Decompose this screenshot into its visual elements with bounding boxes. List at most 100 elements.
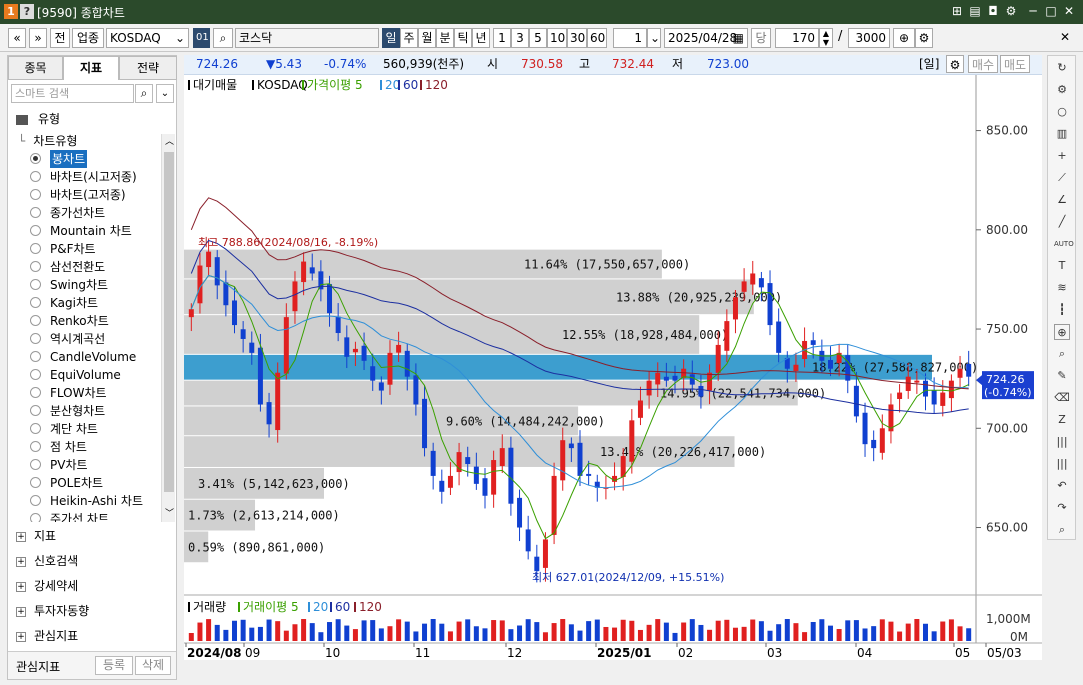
period-tab-3[interactable]: 분 — [436, 28, 454, 48]
chart-type-item[interactable]: 점 차트 — [50, 440, 87, 454]
chart-type-item[interactable]: EquiVolume — [50, 368, 121, 382]
current-button[interactable]: 당 — [751, 28, 771, 48]
chart-type-radio[interactable] — [30, 405, 41, 416]
chart-type-radio[interactable] — [30, 387, 41, 398]
maximize-icon[interactable]: □ — [1045, 4, 1057, 18]
sell-button[interactable]: 매도 — [1000, 55, 1030, 73]
auto-icon[interactable]: AUTO — [1054, 240, 1074, 248]
chart-type-radio[interactable] — [30, 351, 41, 362]
chart-type-item[interactable]: 계단 차트 — [50, 422, 98, 436]
bar-chart-icon[interactable]: ▥ — [1056, 127, 1068, 140]
chart-type-radio[interactable] — [30, 315, 41, 326]
interval-button-2[interactable]: 5 — [529, 28, 547, 48]
chart-type-item[interactable]: 바차트(고저종) — [50, 188, 126, 202]
chart-type-item[interactable]: 종가선차트 — [50, 206, 106, 220]
undo-icon[interactable]: ↶ — [1057, 479, 1067, 492]
search-icon[interactable]: ⌕ — [135, 84, 153, 103]
tab-indicators[interactable]: 지표 — [63, 56, 119, 80]
nav-first-button[interactable]: « — [8, 28, 26, 48]
interval-button-0[interactable]: 1 — [493, 28, 511, 48]
close-icon[interactable]: ✕ — [1063, 4, 1075, 18]
delete-button[interactable]: 삭제 — [135, 656, 171, 675]
search-icon[interactable]: ⌕ — [213, 28, 233, 48]
chart-type-radio[interactable] — [30, 153, 41, 164]
chart-area[interactable]: 대기매물 KOSDAQ 가격이평 5 20 60 120 11.64% (17,550,65… — [184, 75, 1042, 660]
scroll-up-icon[interactable]: ︿ — [165, 137, 175, 147]
settings-icon[interactable]: ⚙ — [1005, 4, 1017, 18]
zoom-icon[interactable]: ⊕ — [893, 28, 915, 48]
page-dropdown-icon[interactable]: ⌄ — [647, 28, 661, 48]
scroll-down-icon[interactable]: ﹀ — [165, 509, 175, 519]
text-icon[interactable]: T — [1058, 259, 1066, 272]
chart-type-item[interactable]: Mountain 차트 — [50, 224, 132, 238]
interval-button-5[interactable]: 60 — [587, 28, 607, 48]
chart-type-item[interactable]: FLOW차트 — [50, 386, 107, 400]
section-0[interactable]: + 지표 — [16, 526, 56, 546]
chart-type-item[interactable]: PV차트 — [50, 458, 88, 472]
chart-type-radio[interactable] — [30, 207, 41, 218]
magnifier-icon[interactable]: ⌕ — [1058, 347, 1066, 360]
chart-type-radio[interactable] — [30, 243, 41, 254]
period-tab-5[interactable]: 년 — [472, 28, 490, 48]
minimize-icon[interactable]: ─ — [1029, 4, 1037, 18]
chart-type-radio[interactable] — [30, 477, 41, 488]
gear-icon[interactable]: ⚙ — [1057, 83, 1067, 96]
gear-icon[interactable]: ⚙ — [915, 28, 933, 48]
ray-line-icon[interactable]: ╱ — [1058, 215, 1066, 228]
chart-type-radio[interactable] — [30, 261, 41, 272]
chart-type-item[interactable]: POLE차트 — [50, 476, 104, 490]
prev-button[interactable]: 전 — [50, 28, 70, 48]
date-field[interactable]: 2025/04/28 ▦ — [664, 28, 748, 48]
chart-type-item[interactable]: 분산형차트 — [50, 404, 106, 418]
chart-type-item[interactable]: Renko차트 — [50, 314, 109, 328]
close-small-icon[interactable]: ✕ — [1059, 30, 1071, 44]
chart-type-subgroup[interactable]: └ 차트유형 — [18, 132, 77, 150]
chart-type-radio[interactable] — [30, 459, 41, 470]
section-4[interactable]: + 관심지표 — [16, 626, 78, 646]
eraser-icon[interactable]: ⌫ — [1054, 391, 1070, 404]
tab-strategy[interactable]: 전략 — [119, 56, 177, 80]
link-icon[interactable]: ⊞ — [951, 4, 963, 18]
bars-icon[interactable]: ||| — [1056, 435, 1068, 448]
chart-type-radio[interactable] — [30, 333, 41, 344]
period-tab-1[interactable]: 주 — [400, 28, 418, 48]
page-field[interactable]: 1 — [613, 28, 647, 48]
count-field[interactable]: 170 — [775, 28, 819, 48]
section-3[interactable]: + 투자자동향 — [16, 601, 89, 621]
trend-line-icon[interactable]: ⟋ — [1058, 171, 1066, 184]
redo-icon[interactable]: ↷ — [1057, 501, 1067, 514]
chart-type-item[interactable]: Swing차트 — [50, 278, 109, 292]
register-button[interactable]: 등록 — [95, 656, 133, 675]
chart-type-radio[interactable] — [30, 279, 41, 290]
split-icon[interactable]: ▤ — [969, 4, 981, 18]
fibonacci-icon[interactable]: ≋ — [1057, 281, 1067, 294]
chart-type-item[interactable]: 삼선전환도 — [50, 260, 106, 274]
circle-icon[interactable]: ○ — [1057, 105, 1067, 118]
period-tab-2[interactable]: 월 — [418, 28, 436, 48]
period-tab-0[interactable]: 일 — [382, 28, 400, 48]
total-field[interactable]: 3000 — [848, 28, 890, 48]
chart-type-radio[interactable] — [30, 423, 41, 434]
chart-type-radio[interactable] — [30, 225, 41, 236]
chart-type-item[interactable]: 봉차트 — [50, 150, 88, 168]
section-2[interactable]: + 강세약세 — [16, 576, 78, 596]
crosshair-icon[interactable]: + — [1057, 149, 1067, 162]
chart-type-item[interactable]: 바차트(시고저종) — [50, 170, 137, 184]
type-group[interactable]: 유형 — [16, 109, 60, 129]
zigzag-icon[interactable]: Z — [1058, 413, 1066, 426]
interval-button-4[interactable]: 30 — [567, 28, 587, 48]
index-name-field[interactable]: 코스닥 — [235, 28, 379, 48]
chart-type-radio[interactable] — [30, 369, 41, 380]
period-tab-4[interactable]: 틱 — [454, 28, 472, 48]
chart-type-item[interactable]: Heikin-Ashi 차트 — [50, 494, 143, 508]
chart-type-radio[interactable] — [30, 297, 41, 308]
chart-type-item[interactable]: P&F차트 — [50, 242, 96, 256]
list-scrollbar[interactable]: ︿ ﹀ — [161, 134, 175, 522]
market-select[interactable]: KOSDAQ ⌄ — [106, 28, 189, 48]
interval-button-1[interactable]: 3 — [511, 28, 529, 48]
chart-type-item[interactable]: 주가선 차트 — [50, 512, 110, 522]
chart-type-item[interactable]: CandleVolume — [50, 350, 137, 364]
interval-button-3[interactable]: 10 — [547, 28, 567, 48]
angle-line-icon[interactable]: ∠ — [1057, 193, 1067, 206]
